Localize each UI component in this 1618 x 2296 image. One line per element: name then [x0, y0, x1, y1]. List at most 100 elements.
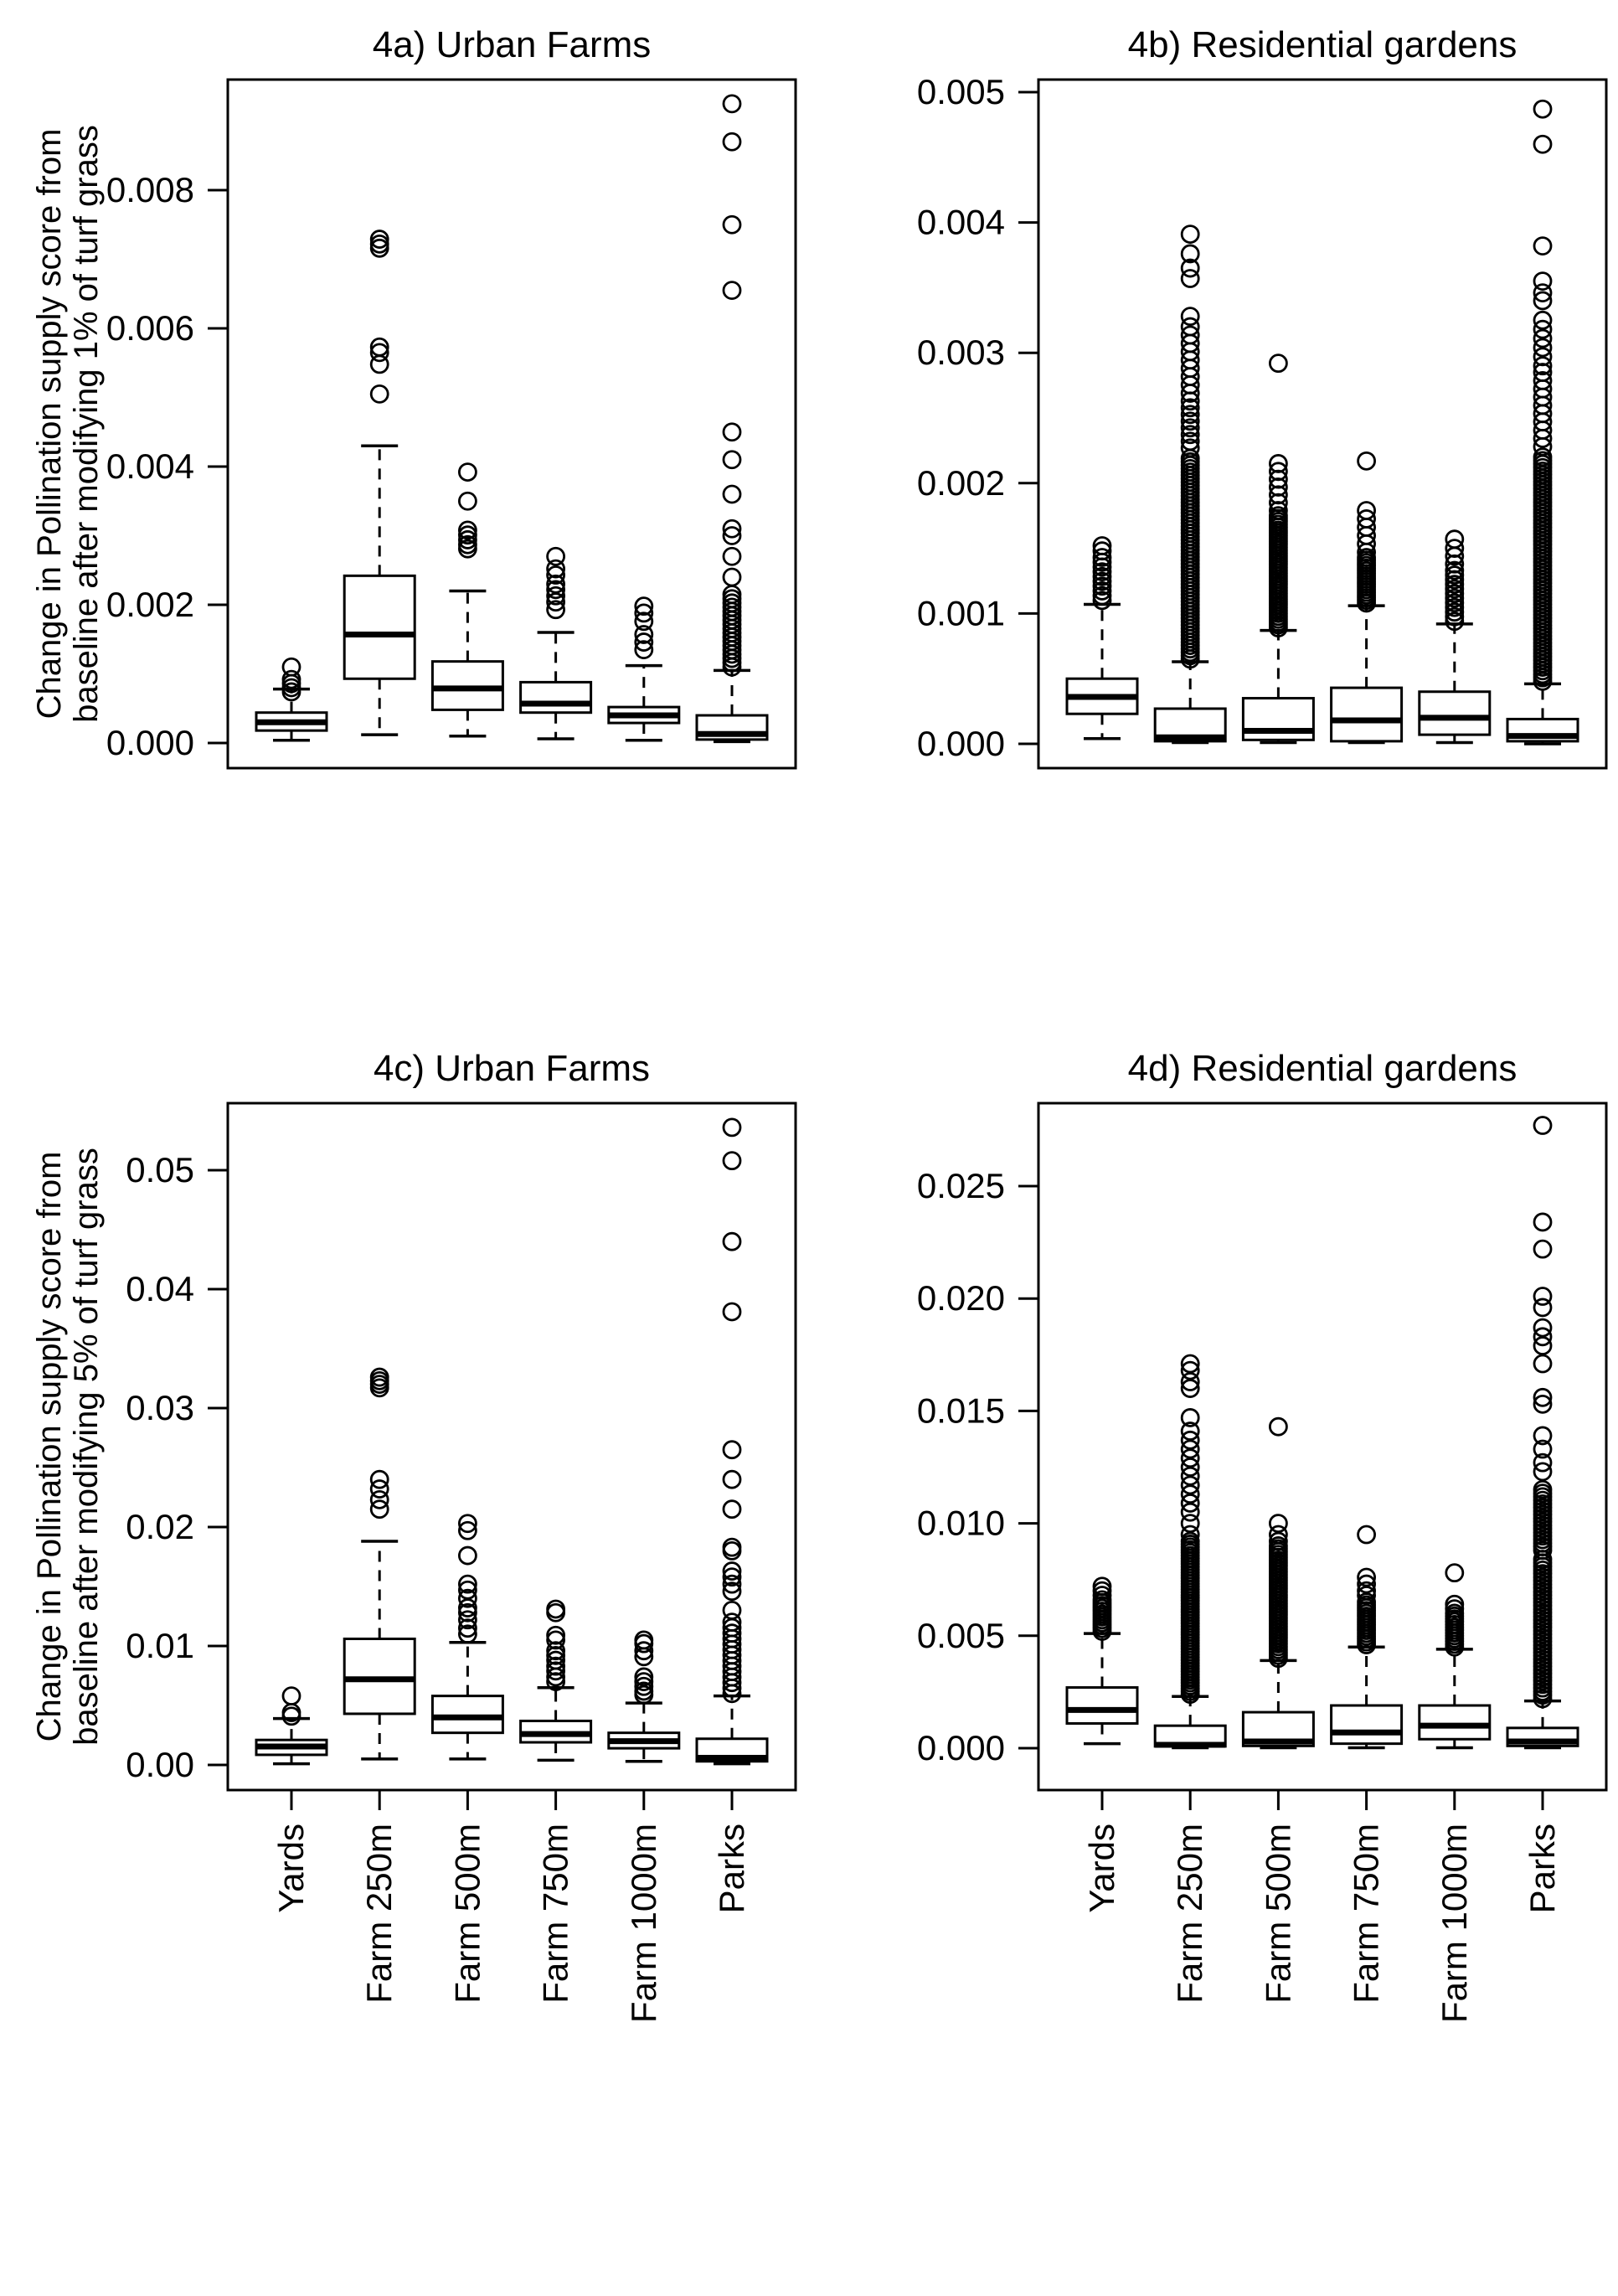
outlier-point: [1180, 1439, 1200, 1459]
outlier-point: [458, 525, 477, 545]
outlier-point: [1180, 1408, 1200, 1427]
outlier-point: [1357, 1592, 1376, 1612]
x-category-label: Farm 500m: [1258, 1824, 1297, 2004]
outlier-point: [369, 337, 389, 357]
outlier-point: [1533, 1354, 1553, 1374]
outlier-point: [1533, 356, 1553, 376]
iqr-box: [343, 574, 416, 680]
panel-4d: 4d) Residential gardens 0.000 0.005 0.010 0.…: [917, 1048, 1608, 2023]
outlier-point: [1092, 571, 1112, 591]
box-4a-5: [695, 94, 769, 744]
x-category-label: Yards: [1082, 1824, 1121, 1913]
outlier-point: [1180, 1484, 1200, 1504]
outlier-point: [1533, 1239, 1553, 1259]
outlier-point: [546, 565, 565, 585]
y-tick-label: 0.01: [126, 1626, 194, 1665]
outlier-point: [722, 1469, 742, 1489]
outlier-point: [546, 1599, 565, 1619]
outlier-point: [634, 1667, 654, 1687]
outlier-point: [722, 1499, 742, 1519]
outlier-point: [1533, 1387, 1553, 1407]
outlier-point: [722, 450, 742, 470]
outlier-point: [1445, 539, 1465, 558]
y-tick-label: 0.00: [126, 1745, 194, 1784]
outlier-point: [546, 1630, 565, 1650]
outlier-point: [1180, 1514, 1200, 1533]
outlier-point: [1180, 1421, 1200, 1441]
outlier-point: [1180, 1372, 1200, 1391]
plot-border: [1037, 1102, 1608, 1792]
y-tick-label: 0.02: [126, 1507, 194, 1546]
outlier-point: [546, 1641, 565, 1661]
outlier-point: [1533, 1479, 1553, 1499]
outlier-point: [1445, 1603, 1465, 1623]
outlier-point: [458, 530, 477, 549]
box-4a-4: [607, 596, 681, 742]
y-tick-label: 0.03: [126, 1388, 194, 1427]
plot-border: [226, 1102, 797, 1792]
outlier-point: [722, 484, 742, 504]
outlier-point: [546, 1661, 565, 1681]
outlier-point: [1092, 576, 1112, 596]
box-4a-2: [430, 462, 504, 738]
outlier-point: [722, 1561, 742, 1581]
outlier-point: [1357, 1574, 1376, 1594]
outlier-point: [1180, 411, 1200, 431]
outlier-point: [1357, 509, 1376, 529]
box-4c-1: [343, 1367, 416, 1761]
outlier-point: [546, 559, 565, 579]
y-tick-label: 0.004: [106, 446, 194, 486]
box-4d-5: [1506, 1116, 1579, 1750]
outlier-point: [722, 1151, 742, 1171]
outlier-point: [1180, 1494, 1200, 1513]
y-tick-label: 0.000: [106, 723, 194, 762]
outlier-point: [1445, 560, 1465, 580]
outlier-point: [1357, 1567, 1376, 1587]
outlier-point: [722, 1581, 742, 1602]
y-tick-label: 0.006: [106, 308, 194, 348]
outlier-point: [1533, 1439, 1553, 1459]
x-category-label: Farm 1000m: [624, 1824, 663, 2023]
outlier-point: [722, 585, 742, 605]
outlier-point: [1180, 1466, 1200, 1486]
outlier-point: [1180, 317, 1200, 337]
y-axis-label-line2: baseline after modifying 5% of turf gras…: [68, 1148, 105, 1746]
outlier-point: [1533, 370, 1553, 390]
y-tick-label: 0.05: [126, 1150, 194, 1189]
outlier-point: [1180, 1360, 1200, 1380]
x-category-label: Farm 250m: [359, 1824, 399, 2004]
iqr-box: [1418, 1704, 1492, 1741]
outlier-point: [458, 1588, 477, 1608]
outlier-point: [1445, 602, 1465, 622]
box-4b-2: [1241, 353, 1315, 745]
outlier-point: [1180, 1531, 1200, 1551]
outlier-point: [722, 1623, 742, 1643]
x-category-label: Parks: [1523, 1824, 1562, 1913]
outlier-point: [722, 1302, 742, 1322]
outlier-point: [1533, 338, 1553, 358]
outlier-point: [369, 343, 389, 363]
outlier-point: [634, 640, 654, 660]
outlier-point: [1533, 1298, 1553, 1318]
outlier-point: [634, 1676, 654, 1696]
outlier-point: [634, 1641, 654, 1661]
outlier-point: [722, 567, 742, 587]
outlier-point: [722, 519, 742, 539]
outlier-point: [1092, 586, 1112, 606]
outlier-point: [1533, 310, 1553, 330]
outlier-point: [1269, 1514, 1288, 1533]
y-tick-label: 0.002: [106, 585, 194, 624]
outlier-point: [634, 632, 654, 652]
outlier-point: [458, 491, 477, 511]
outlier-point: [1180, 258, 1200, 278]
box-4d-4: [1418, 1563, 1492, 1750]
box-4a-1: [343, 230, 416, 736]
outlier-point: [1180, 1354, 1200, 1374]
outlier-point: [1180, 1458, 1200, 1477]
outlier-point: [1533, 1212, 1553, 1232]
outlier-point: [1180, 431, 1200, 451]
outlier-point: [1180, 224, 1200, 245]
outlier-point: [369, 1479, 389, 1499]
outlier-point: [458, 1574, 477, 1594]
y-tick-label: 0.008: [106, 170, 194, 209]
